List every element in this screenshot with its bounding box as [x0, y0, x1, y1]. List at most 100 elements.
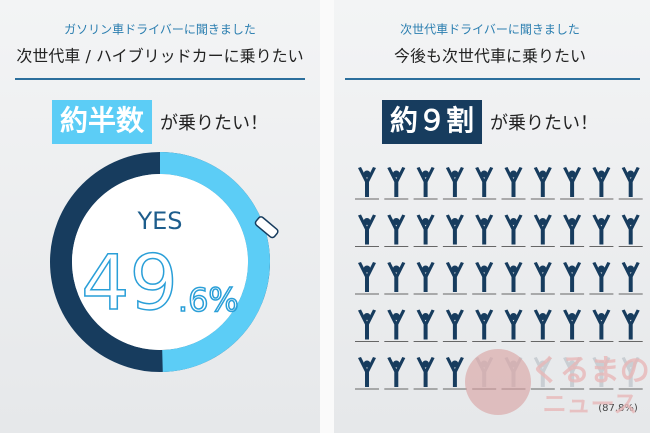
figure	[358, 167, 376, 197]
figure	[445, 214, 464, 245]
headline-box	[381, 100, 483, 144]
figure	[358, 262, 376, 292]
figure	[475, 309, 494, 340]
logo-circle	[465, 349, 531, 415]
person-icon	[384, 214, 409, 247]
person-icon	[472, 167, 497, 200]
figure	[563, 167, 582, 197]
person-icon	[530, 309, 555, 342]
title: 次世代車 / ハイブリッドカーに乗りたい	[16, 47, 303, 66]
figure	[533, 262, 552, 292]
figure	[387, 214, 406, 245]
figure	[416, 357, 435, 387]
person-icon	[530, 357, 555, 390]
figure	[592, 262, 611, 292]
person-icon	[384, 262, 409, 295]
person-icon	[501, 214, 526, 247]
figure	[445, 167, 464, 197]
figure	[358, 357, 376, 387]
person-icon	[384, 167, 409, 200]
figure	[416, 262, 435, 292]
person-icon	[501, 167, 526, 200]
person-icon	[589, 214, 614, 247]
figure	[563, 262, 582, 292]
person-icon	[560, 357, 585, 390]
figure	[592, 214, 611, 245]
title: 今後も次世代車に乗りたい	[394, 47, 586, 66]
figure	[504, 214, 523, 245]
person-icon	[472, 214, 497, 247]
figure	[621, 262, 640, 292]
headline-text: が乗りたい！	[160, 113, 268, 134]
donut-value: 49.6%	[81, 238, 239, 327]
person-icon	[560, 167, 585, 200]
figure	[533, 214, 552, 245]
person-icon	[501, 262, 526, 295]
person-icon	[472, 262, 497, 295]
headline-highlight: 約９割	[390, 104, 474, 137]
figure	[416, 214, 435, 245]
person-icon	[442, 214, 467, 247]
figure	[504, 262, 523, 292]
figure	[621, 357, 640, 387]
person-icon	[560, 309, 585, 342]
figure	[445, 309, 464, 340]
figure	[504, 309, 523, 340]
figure	[416, 309, 435, 340]
person-icon	[413, 262, 438, 295]
watermark-line1: くるまの	[530, 354, 649, 389]
subtitle: 次世代車ドライバーに聞きました	[400, 23, 580, 37]
person-icon	[560, 262, 585, 295]
figure	[416, 167, 435, 197]
figure	[387, 262, 406, 292]
figure	[475, 167, 494, 197]
person-icon	[618, 309, 643, 342]
figure	[358, 214, 376, 245]
person-icon	[355, 357, 379, 390]
car-body	[254, 216, 279, 239]
person-icon	[530, 262, 555, 295]
person-icon	[618, 262, 643, 295]
person-icon	[589, 309, 614, 342]
figure	[621, 309, 640, 340]
person-icon	[384, 309, 409, 342]
figure	[504, 167, 523, 197]
person-icon	[355, 167, 379, 200]
percent-note: (87.8%)	[598, 403, 638, 414]
headline-text: が乗りたい！	[490, 113, 598, 134]
person-icon	[355, 214, 379, 247]
figure	[621, 214, 640, 245]
car-icon	[254, 216, 279, 239]
figure	[563, 357, 582, 387]
person-icon	[413, 357, 438, 390]
donut-arc	[159, 152, 270, 372]
person-icon	[442, 357, 467, 390]
figure	[563, 214, 582, 245]
donut-label: YES	[136, 207, 182, 235]
figure	[592, 167, 611, 197]
subtitle: ガソリン車ドライバーに聞きました	[64, 23, 256, 37]
person-icon	[589, 262, 614, 295]
person-icon	[413, 167, 438, 200]
figure	[445, 357, 464, 387]
person-icon	[501, 309, 526, 342]
figure	[563, 309, 582, 340]
figure	[387, 167, 406, 197]
figure	[592, 357, 611, 387]
figure	[533, 309, 552, 340]
person-icon	[472, 309, 497, 342]
person-icon	[413, 309, 438, 342]
figure	[475, 214, 494, 245]
person-icon	[560, 214, 585, 247]
person-icon	[442, 262, 467, 295]
person-icon	[442, 167, 467, 200]
person-icon	[442, 309, 467, 342]
person-icon	[589, 167, 614, 200]
figure	[592, 309, 611, 340]
person-icon	[618, 357, 643, 390]
figure	[621, 167, 640, 197]
person-icon	[355, 262, 379, 295]
person-icon	[618, 214, 643, 247]
headline-highlight: 約半数	[60, 104, 145, 137]
